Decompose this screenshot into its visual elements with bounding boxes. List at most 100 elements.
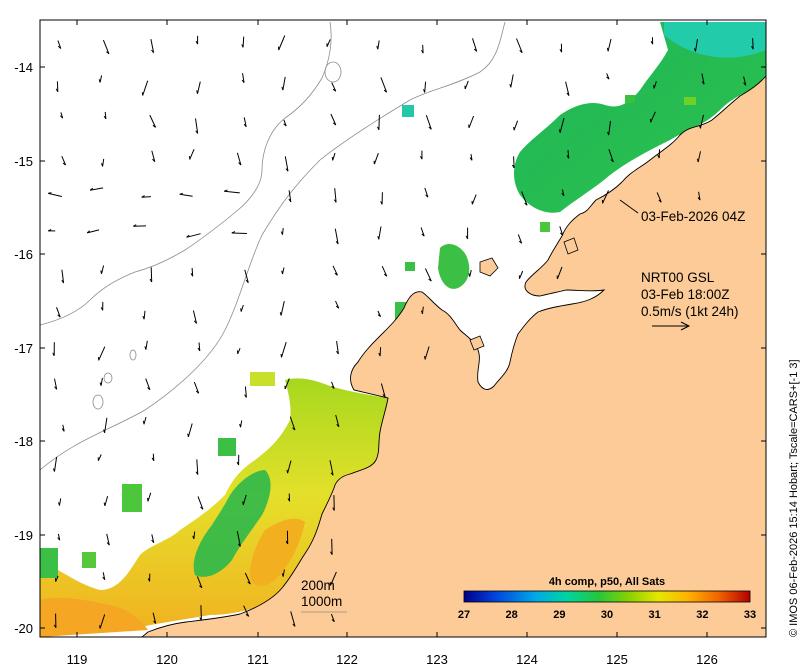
current-vector	[424, 81, 427, 93]
current-vector-head	[380, 201, 383, 205]
isobath-1000m-line	[40, 21, 332, 326]
current-vector	[278, 35, 286, 51]
current-vector-head	[133, 224, 137, 227]
current-vector	[189, 149, 195, 160]
current-vector-head	[187, 433, 189, 438]
current-vector	[242, 36, 245, 48]
current-vector-head	[425, 194, 429, 198]
current-vector-head	[332, 122, 337, 126]
current-vector	[102, 572, 106, 580]
current-vector	[54, 456, 58, 472]
current-vector-head	[247, 581, 251, 585]
lat-tick-label: -18	[14, 434, 33, 449]
current-vector-head	[285, 168, 289, 172]
current-vector	[373, 153, 379, 165]
land-island	[563, 237, 579, 255]
sst-swath-southwest	[40, 378, 388, 637]
current-vector-head	[147, 497, 149, 502]
current-vector	[97, 454, 102, 461]
colorbar-tick-label: 33	[744, 609, 756, 621]
current-vector-head	[99, 625, 101, 629]
current-vector-head	[141, 195, 145, 198]
current-vector	[145, 378, 151, 390]
sst-swath-central	[438, 244, 470, 289]
current-vector-head	[102, 576, 106, 581]
current-vector	[420, 227, 425, 237]
lat-tick-label: -16	[14, 247, 33, 262]
current-vector	[567, 149, 570, 159]
lon-tick-label: 124	[516, 652, 538, 667]
current-vector	[100, 377, 103, 386]
sst-swath-northeast-cyan	[664, 22, 766, 58]
current-vector	[471, 194, 477, 205]
current-vector	[150, 39, 155, 53]
current-vector-head	[382, 394, 386, 398]
current-vector-head	[377, 126, 380, 131]
current-vector	[607, 38, 612, 52]
current-vector-head	[281, 270, 283, 275]
current-vector-head	[241, 44, 244, 48]
island-outline	[324, 61, 342, 83]
current-vector	[336, 341, 339, 355]
current-vector-head	[238, 162, 242, 166]
current-vector	[224, 190, 240, 194]
current-vector-head	[195, 40, 199, 45]
isobath-200m-line	[40, 21, 506, 471]
current-vector	[102, 39, 110, 54]
current-vector-head	[559, 48, 563, 53]
current-vector-head	[286, 469, 289, 474]
lon-tick-label: 122	[336, 652, 358, 667]
current-vector-head	[560, 232, 564, 236]
current-vector	[331, 381, 335, 389]
current-vector-head	[239, 423, 242, 428]
sst-swath-speck	[625, 95, 635, 103]
current-vector-head	[280, 231, 283, 235]
land-island	[479, 257, 499, 277]
colorbar-tick-label: 30	[601, 609, 613, 621]
current-vector-head	[279, 312, 282, 316]
current-vector-head	[376, 45, 379, 50]
current-vector	[179, 193, 193, 197]
sst-swath-speck	[218, 438, 236, 456]
current-vector-head	[47, 228, 52, 232]
current-vector	[335, 300, 340, 309]
current-vector	[329, 460, 334, 476]
current-vector-head	[144, 346, 147, 350]
current-vector	[330, 613, 335, 622]
current-vector-head	[179, 192, 183, 195]
current-vector-head	[245, 279, 249, 284]
current-vector	[377, 40, 380, 50]
current-vector-head	[86, 230, 91, 234]
current-vector	[193, 531, 196, 539]
colorbar-ticks: 27 28 29 30 31 32 33	[458, 609, 756, 621]
current-vector	[513, 120, 519, 131]
swath-time-pointer	[619, 199, 639, 214]
current-vector-head	[106, 51, 110, 55]
current-vector	[656, 192, 662, 203]
current-vector	[287, 460, 292, 474]
current-vector-head	[509, 83, 512, 88]
current-vector	[104, 417, 108, 433]
current-vector-head	[519, 50, 523, 54]
current-vector	[282, 267, 285, 275]
current-vector-head	[60, 115, 64, 119]
current-vector	[106, 533, 110, 546]
current-vector-head	[58, 502, 60, 506]
current-vector-head	[57, 314, 61, 318]
current-vector-head	[699, 124, 701, 129]
island-outline	[129, 349, 137, 361]
current-vector	[334, 228, 339, 244]
current-vector-head	[743, 82, 747, 86]
current-vector-head	[288, 198, 292, 203]
current-vector-head	[285, 540, 289, 545]
current-vector-head	[240, 308, 242, 312]
current-vector-head	[142, 315, 145, 320]
current-vector-head	[331, 157, 334, 161]
current-vector-head	[231, 231, 236, 234]
current-vector	[332, 152, 336, 161]
current-vector-head	[195, 471, 199, 475]
current-vector	[98, 346, 106, 361]
current-vector	[236, 152, 242, 166]
current-vector	[141, 196, 151, 198]
current-vector	[330, 113, 337, 126]
